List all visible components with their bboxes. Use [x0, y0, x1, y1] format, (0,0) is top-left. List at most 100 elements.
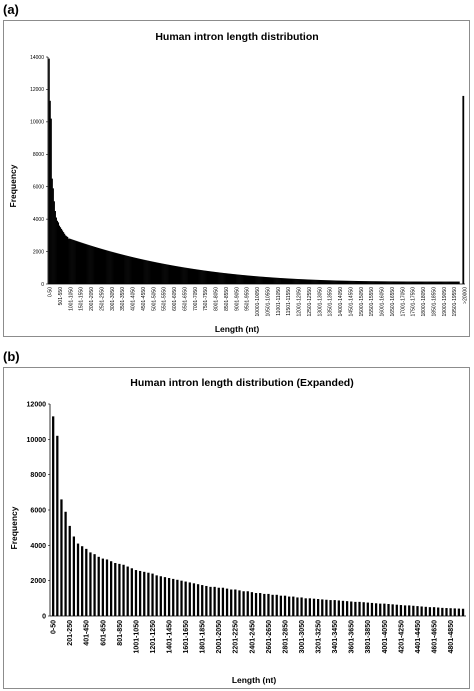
chart-a-xtick-label: 7001-7050: [193, 287, 199, 311]
chart-a-bar: [152, 261, 154, 284]
chart-a-bar: [359, 281, 362, 284]
chart-a-bar: [297, 279, 299, 284]
chart-a-bar: [142, 259, 144, 284]
chart-a-bar: [86, 244, 88, 284]
chart-b-bar: [109, 561, 113, 616]
chart-b-bar: [321, 599, 324, 616]
chart-b-xtick-label: 801-850: [117, 620, 124, 646]
chart-a-bar: [294, 278, 296, 284]
chart-a-bar: [126, 255, 128, 284]
chart-a-bar: [208, 271, 211, 284]
chart-a-bar: [98, 248, 101, 284]
chart-b-bar: [196, 584, 200, 616]
chart-a-bar: [341, 280, 343, 284]
chart-a-bar: [151, 261, 153, 284]
chart-a-bar: [177, 266, 180, 284]
chart-b-xtick-label: 1401-1450: [166, 620, 173, 654]
chart-a-bar: [215, 272, 218, 284]
chart-a-bar: [336, 280, 338, 284]
chart-a-bar: [387, 281, 389, 284]
chart-b-bar: [64, 511, 67, 616]
chart-a-bar: [388, 281, 390, 284]
chart-a-bar: [187, 268, 189, 284]
chart-b-bar: [312, 598, 316, 616]
chart-a-bar: [307, 279, 309, 284]
chart-a-bar: [113, 252, 115, 284]
chart-b-bar: [118, 563, 121, 616]
chart-b-xtick-label: 3801-3850: [365, 620, 372, 654]
chart-a-bar: [286, 278, 289, 284]
chart-a-bar: [234, 274, 236, 284]
chart-a-bar: [329, 280, 331, 284]
chart-b: Human intron length distribution (Expand…: [9, 377, 466, 685]
chart-b-bar: [167, 578, 171, 616]
chart-a-bar: [390, 281, 392, 284]
chart-a-ytick-label: 10000: [30, 120, 44, 126]
chart-a-bar: [279, 278, 281, 284]
chart-a-bar: [225, 273, 227, 284]
chart-a-bar: [48, 58, 50, 284]
chart-a-bar: [455, 281, 457, 284]
chart-b-bar: [259, 593, 262, 616]
chart-a-bar: [342, 280, 344, 284]
chart-a-bar: [334, 280, 336, 284]
chart-a-bar: [202, 270, 204, 284]
chart-a-bar: [222, 272, 224, 284]
chart-a-bar: [416, 281, 418, 284]
chart-a-bar: [424, 281, 426, 284]
chart-a-bar: [438, 281, 441, 284]
chart-a-bar: [303, 279, 305, 284]
chart-a-bar: [57, 222, 60, 284]
chart-a-bar: [274, 277, 276, 284]
chart-a-bar: [50, 118, 52, 284]
chart-a-bar: [266, 277, 268, 284]
chart-a-bar: [212, 271, 215, 284]
chart-b-bar: [304, 598, 307, 616]
chart-a-bar: [79, 242, 81, 284]
chart-b-bar: [345, 601, 349, 616]
chart-a-bar: [116, 253, 118, 284]
chart-b-bar: [114, 563, 117, 616]
chart-b-title: Human intron length distribution (Expand…: [130, 377, 353, 389]
chart-a-bar: [89, 245, 91, 284]
chart-a-title: Human intron length distribution: [155, 31, 318, 43]
chart-a-bar: [378, 281, 380, 284]
chart-a-xtick-label: 3501-3550: [120, 287, 126, 311]
chart-a-xtick-label: 13001-13050: [317, 287, 323, 317]
chart-a-bar: [316, 279, 318, 284]
chart-a-bar: [66, 236, 69, 284]
chart-b-xtick-label: 3401-3450: [332, 620, 339, 654]
chart-a-bar: [379, 281, 381, 284]
chart-a-bar: [304, 279, 306, 284]
chart-a-bar: [176, 266, 179, 284]
chart-b-bar: [445, 608, 448, 616]
chart-b-ytick-label: 12000: [27, 402, 47, 409]
chart-a-bar: [166, 264, 168, 284]
chart-a-bar: [280, 278, 282, 284]
chart-a-bar: [413, 281, 415, 284]
chart-a-bar: [407, 281, 409, 284]
chart-a-bar: [121, 254, 123, 284]
chart-a-bar: [376, 281, 378, 284]
chart-a-bar: [228, 273, 230, 284]
chart-a-bar: [340, 280, 342, 284]
chart-a-bar: [139, 258, 142, 284]
chart-a-bar: [385, 281, 387, 284]
chart-a-bar: [277, 277, 279, 284]
chart-b-xtick-label: 2801-2850: [282, 620, 289, 654]
chart-b-bar: [225, 588, 229, 616]
chart-a-bar: [278, 277, 280, 284]
chart-a-bar: [59, 227, 62, 284]
chart-b-bar: [329, 600, 332, 616]
chart-a-bar: [315, 279, 317, 284]
chart-a-bar: [275, 277, 277, 284]
chart-a-bar: [449, 281, 451, 284]
chart-a-bar: [313, 279, 315, 284]
chart-a-bar: [448, 281, 450, 284]
chart-a-bar: [358, 281, 361, 284]
chart-a-bar: [135, 258, 138, 284]
chart-b-ytick-label: 8000: [30, 472, 46, 479]
chart-a-bar: [319, 279, 322, 284]
chart-a-bar: [186, 267, 188, 284]
chart-a-bar: [118, 253, 120, 284]
